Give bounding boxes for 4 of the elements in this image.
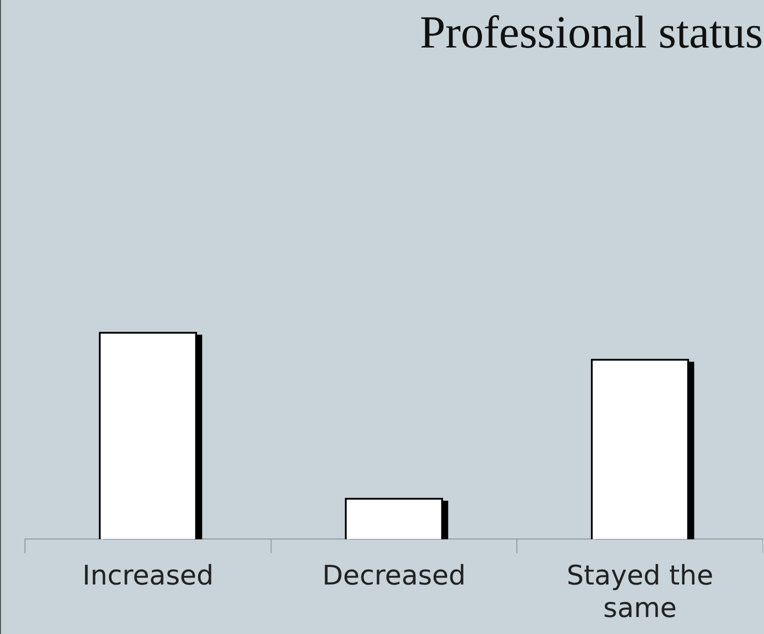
x-tick-label: Stayed the same xyxy=(566,560,714,624)
x-tick-label: Decreased xyxy=(322,560,466,592)
x-tick-label: Increased xyxy=(82,560,214,592)
chart-title: Professional status xyxy=(420,6,763,58)
